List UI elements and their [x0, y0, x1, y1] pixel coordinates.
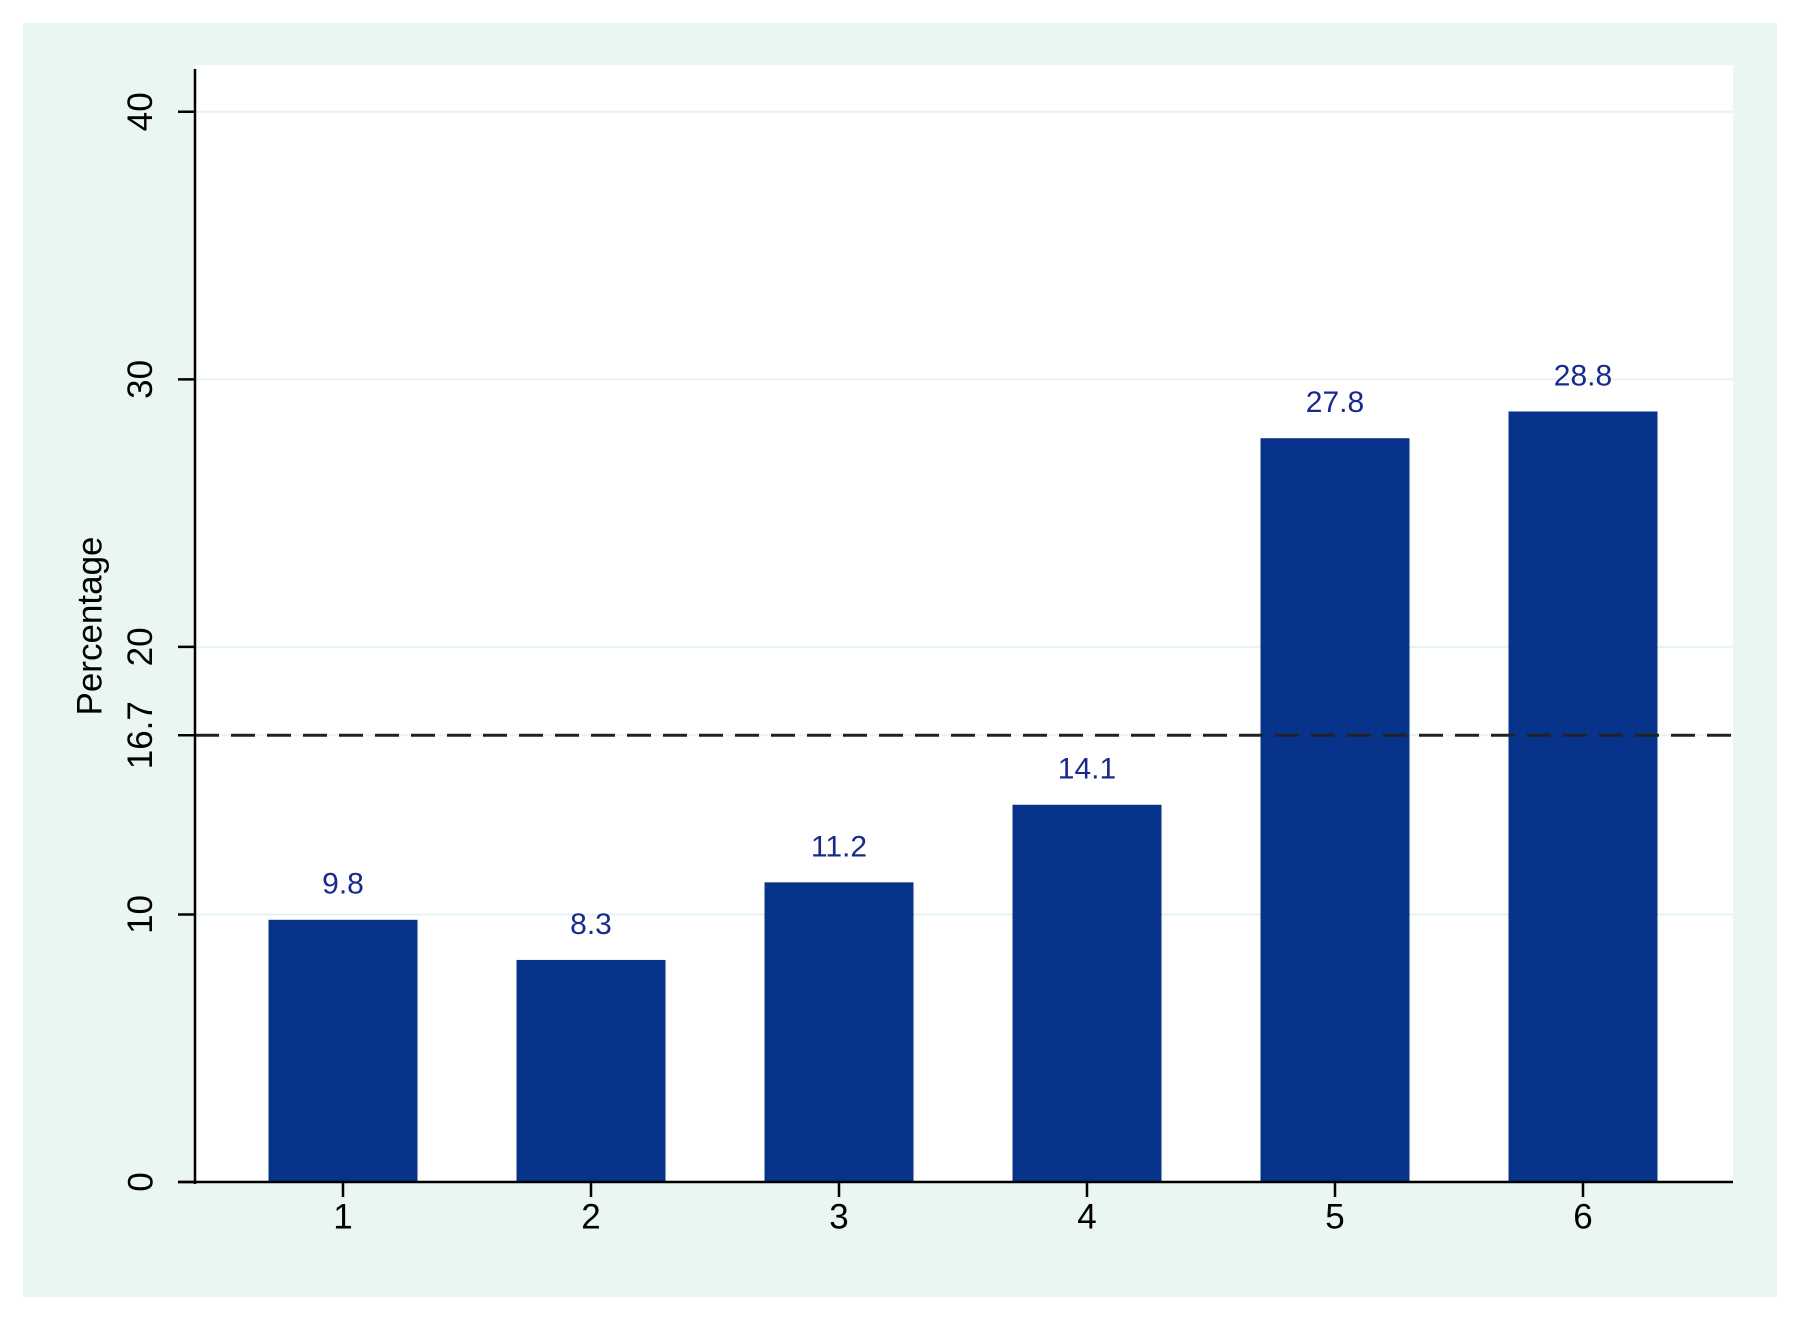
value-label: 8.3	[570, 908, 612, 941]
bar	[268, 919, 418, 1182]
value-label: 9.8	[322, 868, 364, 901]
x-tick-label: 5	[1325, 1197, 1344, 1236]
y-tick-label: 20	[121, 627, 160, 666]
bar	[516, 959, 666, 1182]
x-tick-label: 3	[829, 1197, 848, 1236]
y-tick-label: 40	[121, 92, 160, 131]
bar	[1260, 438, 1410, 1183]
x-tick-label: 1	[333, 1197, 352, 1236]
y-tick-label: 0	[121, 1172, 160, 1191]
y-axis-title: Percentage	[70, 536, 109, 715]
value-label: 28.8	[1554, 359, 1612, 392]
y-tick-label: 30	[121, 360, 160, 399]
value-label: 27.8	[1306, 386, 1364, 419]
y-tick-label: 16.7	[121, 701, 160, 769]
value-label: 11.2	[811, 830, 867, 863]
plot-area	[195, 65, 1733, 1182]
value-label: 14.1	[1058, 753, 1116, 786]
x-tick-label: 2	[581, 1197, 600, 1236]
bar	[764, 882, 914, 1182]
x-tick-label: 4	[1077, 1197, 1096, 1236]
y-tick-label: 10	[121, 895, 160, 934]
bar	[1508, 411, 1658, 1182]
bar	[1012, 804, 1162, 1182]
x-tick-label: 6	[1573, 1197, 1592, 1236]
